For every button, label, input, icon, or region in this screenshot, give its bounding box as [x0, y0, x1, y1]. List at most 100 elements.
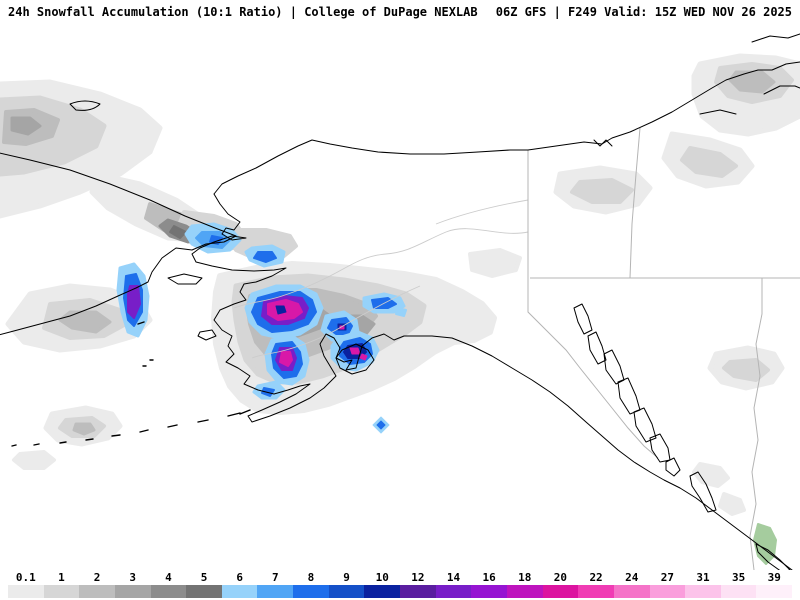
colorbar-tick-label: 35 — [732, 571, 746, 584]
snow-blob — [359, 353, 368, 361]
snow-blob — [570, 178, 634, 204]
border-bc-alberta — [749, 278, 763, 571]
colorbar-segment: 22 — [578, 571, 614, 598]
snow-blob — [718, 492, 746, 516]
colorbar-segment: 16 — [471, 571, 507, 598]
snow-blob — [435, 199, 529, 225]
coast-st-lawrence-island — [167, 273, 203, 285]
snow-blob — [251, 285, 421, 359]
colorbar-tick-label: 10 — [375, 571, 389, 584]
colorbar-swatch — [720, 585, 757, 598]
title-bar: 24h Snowfall Accumulation (10:1 Ratio) |… — [0, 0, 800, 24]
snow-blob — [10, 116, 42, 136]
colorbar-tick-label: 22 — [589, 571, 603, 584]
coast-wrangel-island — [69, 100, 101, 111]
colorbar-tick-label: 18 — [518, 571, 532, 584]
colorbar-tick-label: 1 — [58, 571, 65, 584]
colorbar-swatch — [542, 585, 579, 598]
coast-alaska-main — [191, 193, 800, 576]
coast-kodiak-island — [335, 343, 375, 375]
forecast-map — [0, 24, 800, 576]
coast-alaska-north — [213, 61, 800, 195]
colorbar-tick-label: 27 — [660, 571, 674, 584]
snow-blob — [12, 450, 56, 470]
colorbar-swatch — [649, 585, 686, 598]
colorbar-segment: 10 — [364, 571, 401, 598]
colorbar-tick-label: 24 — [625, 571, 639, 584]
colorbar-swatch — [578, 585, 614, 598]
coast-arctic-islands — [699, 33, 800, 115]
colorbar-segment: 31 — [685, 571, 721, 598]
colorbar-segment: 4 — [150, 571, 187, 598]
colorbar-swatch — [43, 585, 80, 598]
colorbar-segment: 8 — [293, 571, 329, 598]
colorbar-tick-label: 7 — [271, 571, 279, 584]
colorbar-swatch — [685, 585, 721, 598]
map-svg — [0, 33, 800, 576]
coast-aleutians — [11, 321, 251, 447]
colorbar-tick-label: 5 — [200, 571, 208, 584]
colorbar-segment: 9 — [328, 571, 365, 598]
colorbar-tick-label: 8 — [307, 571, 315, 584]
coast-mackenzie-delta — [593, 139, 613, 147]
colorbar-swatch — [150, 585, 187, 598]
snow-blob — [72, 422, 96, 436]
colorbar-swatch — [400, 585, 436, 598]
colorbar-tick-label: 16 — [482, 571, 496, 584]
coast-alexander-archipelago — [573, 303, 681, 477]
colorbar-segment: 6 — [221, 571, 258, 598]
colorbar-segment: 5 — [186, 571, 222, 598]
colorbar-tick-label: 9 — [343, 571, 350, 584]
snow-blob — [58, 310, 112, 334]
snow-color-layer — [116, 222, 777, 565]
coastlines-layer — [0, 33, 800, 576]
colorbar-tick-label: 39 — [767, 571, 781, 584]
colorbar-tick-label: 20 — [553, 571, 568, 584]
colorbar-segment: 14 — [435, 571, 472, 598]
colorbar-tick-label: 14 — [446, 571, 461, 584]
colorbar-segment: 20 — [542, 571, 579, 598]
model-valid-time: 06Z GFS | F249 Valid: 15Z WED NOV 26 202… — [495, 5, 792, 19]
snow-blob — [275, 305, 287, 315]
snow-blob — [349, 347, 361, 355]
border-alaska-yukon — [527, 150, 659, 459]
colorbar-swatch — [435, 585, 472, 598]
colorbar-tick-label: 12 — [411, 571, 425, 584]
colorbar: 0.1 1 2 3 4 5 6 7 8 9 10 12 14 16 18 20 22 24 27 31 35 39 — [0, 571, 800, 598]
snow-blob — [376, 420, 386, 430]
snow-blob — [722, 358, 770, 382]
colorbar-swatch — [257, 585, 294, 598]
snow-blob — [468, 248, 522, 278]
product-title: 24h Snowfall Accumulation (10:1 Ratio) |… — [8, 5, 478, 19]
colorbar-segment: 18 — [506, 571, 543, 598]
colorbar-segment: 7 — [257, 571, 294, 598]
colorbar-segment: 12 — [400, 571, 436, 598]
border-yukon-nwt — [629, 127, 641, 279]
colorbar-segment: 1 — [43, 571, 80, 598]
colorbar-swatch — [506, 585, 543, 598]
colorbar-tick-label: 31 — [696, 571, 710, 584]
colorbar-tick-label: 6 — [236, 571, 243, 584]
colorbar-swatch — [613, 585, 650, 598]
colorbar-swatch — [471, 585, 507, 598]
snow-blob — [692, 462, 730, 488]
colorbar-segment: 0.1 — [8, 571, 44, 598]
rivers-layer — [233, 199, 529, 359]
coast-russia — [0, 152, 237, 336]
colorbar-segment: 27 — [649, 571, 686, 598]
colorbar-swatch — [756, 585, 793, 598]
colorbar-swatch — [221, 585, 258, 598]
snow-blob — [127, 285, 141, 319]
colorbar-swatch — [8, 585, 44, 598]
snow-blob — [279, 351, 293, 367]
snow-blob — [680, 146, 738, 178]
colorbar-segment: 24 — [613, 571, 650, 598]
snow-blob — [395, 307, 407, 317]
colorbar-tick-label: 3 — [129, 571, 137, 584]
colorbar-swatch — [186, 585, 222, 598]
colorbar-segment: 2 — [79, 571, 115, 598]
snow-blob — [233, 228, 529, 309]
colorbar-tick-label: 4 — [165, 571, 172, 584]
colorbar-tick-label: 2 — [93, 571, 101, 584]
colorbar-segment: 39 — [756, 571, 793, 598]
